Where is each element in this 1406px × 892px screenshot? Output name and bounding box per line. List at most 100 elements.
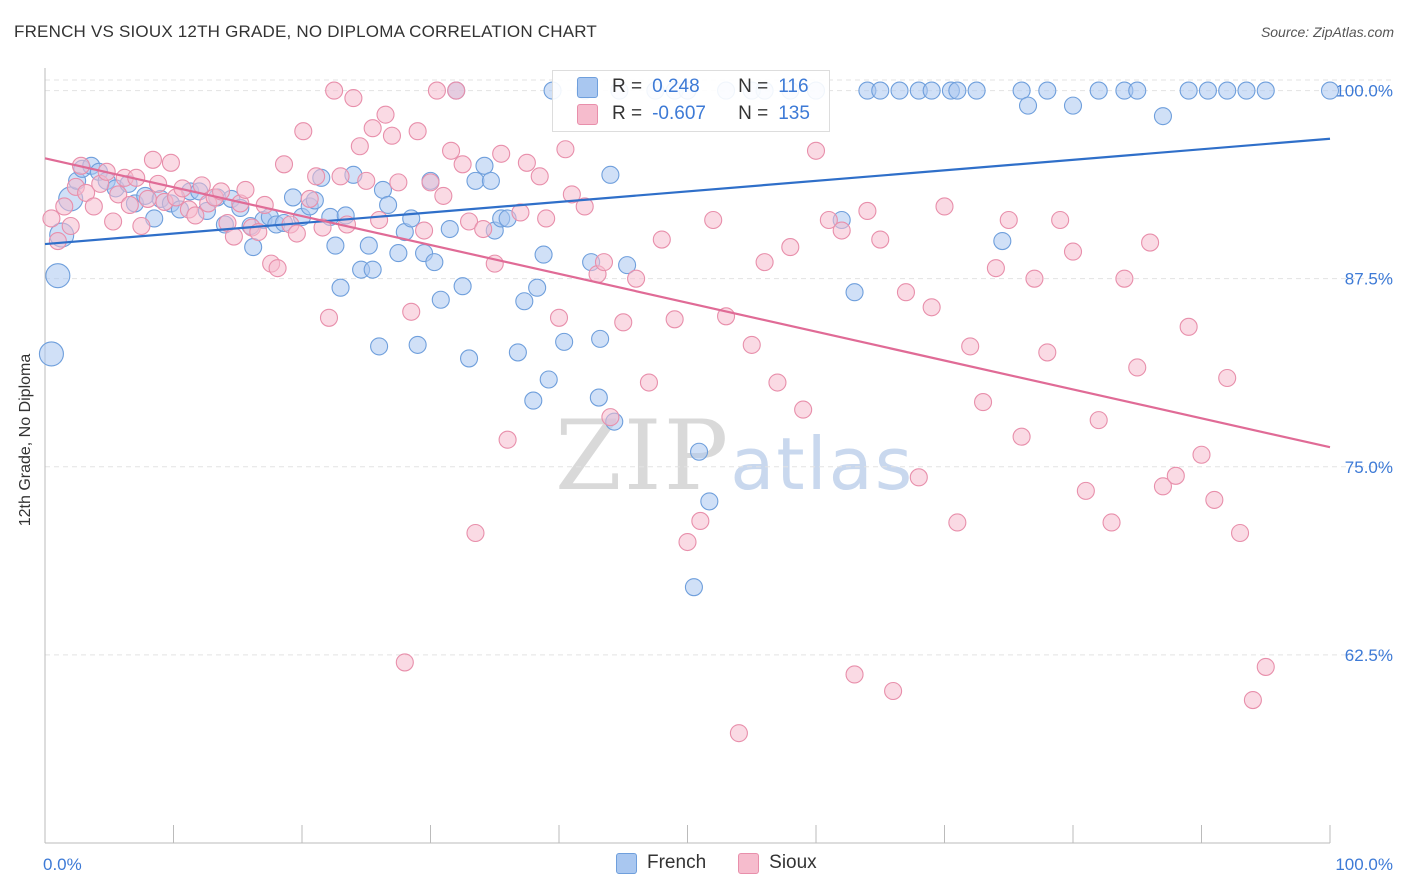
point-sioux (639, 373, 659, 392)
stats-legend: R = 0.248 N = 116 R = -0.607 N = 135 (552, 70, 830, 132)
point-french (1038, 81, 1057, 100)
point-french (481, 171, 500, 190)
series-legend-french-swatch (616, 852, 637, 874)
point-french (1089, 81, 1108, 100)
point-sioux (1025, 269, 1044, 288)
point-french (363, 260, 382, 279)
legend-french-n-label: N = (738, 76, 769, 97)
point-french (534, 245, 553, 264)
trend-line-french (44, 137, 1331, 246)
point-sioux (408, 122, 427, 141)
point-french (1237, 81, 1256, 100)
point-sioux (255, 195, 274, 214)
legend-sioux-r-label: R = (612, 103, 643, 124)
point-sioux (77, 183, 96, 202)
point-sioux (1115, 269, 1134, 288)
chart-source: Source: ZipAtlas.com (1260, 24, 1394, 40)
point-french (948, 81, 967, 100)
point-sioux (601, 408, 620, 427)
point-sioux (331, 167, 350, 186)
point-french (845, 283, 864, 302)
point-french (1153, 107, 1172, 126)
point-sioux (575, 197, 594, 216)
point-french (1179, 81, 1198, 100)
point-sioux (896, 283, 916, 302)
point-sioux (498, 430, 517, 449)
point-sioux (537, 209, 556, 228)
y-tick-label: 100.0% (1335, 82, 1393, 101)
point-sioux (104, 212, 123, 231)
legend-french-r-value: 0.248 (652, 76, 700, 97)
point-sioux (344, 89, 363, 108)
point-sioux (1076, 481, 1095, 500)
point-french (700, 492, 719, 511)
point-sioux (832, 221, 851, 240)
point-sioux (1256, 657, 1275, 676)
point-sioux (742, 335, 761, 354)
point-sioux (594, 253, 614, 272)
point-sioux (84, 197, 103, 216)
point-french (466, 171, 485, 190)
point-sioux (845, 665, 864, 684)
point-sioux (268, 259, 287, 278)
watermark-atlas: atlas (730, 422, 915, 506)
point-sioux (1128, 358, 1147, 377)
point-sioux (300, 189, 319, 208)
point-sioux (370, 210, 389, 230)
point-french (359, 236, 378, 255)
y-tick-label: 75.0% (1345, 458, 1393, 477)
point-sioux (678, 532, 697, 552)
point-sioux (1051, 210, 1070, 230)
point-sioux (1063, 242, 1083, 261)
point-sioux (363, 119, 382, 138)
series-legend-sioux-swatch (738, 852, 760, 874)
point-french (475, 156, 494, 175)
point-sioux (474, 219, 493, 239)
point-sioux (313, 218, 332, 237)
point-sioux (652, 230, 671, 249)
point-sioux (1166, 466, 1185, 485)
point-french (684, 578, 703, 597)
point-french (890, 81, 909, 100)
point-french (690, 442, 709, 461)
point-sioux (935, 197, 954, 216)
y-tick-label: 87.5% (1345, 270, 1393, 289)
point-french (408, 335, 427, 354)
series-legend-sioux[interactable]: Sioux (738, 852, 817, 874)
point-sioux (294, 122, 313, 141)
point-sioux (211, 182, 231, 201)
point-french (38, 341, 64, 367)
point-french (1012, 81, 1031, 100)
point-sioux (274, 155, 294, 174)
point-french (515, 292, 534, 311)
point-sioux (806, 141, 826, 160)
legend-french-n-value: 116 (778, 76, 809, 97)
point-sioux (466, 523, 485, 543)
point-sioux (186, 206, 205, 225)
point-sioux (376, 105, 395, 124)
point-sioux (61, 216, 80, 236)
point-french (1198, 81, 1217, 100)
series-legend-french[interactable]: French (616, 852, 706, 874)
watermark: ZIPatlas (555, 400, 914, 512)
point-sioux (1012, 427, 1031, 446)
point-sioux (395, 653, 414, 672)
legend-sioux-n-value: 135 (778, 103, 810, 124)
point-french (283, 188, 303, 207)
point-sioux (307, 167, 326, 186)
legend-row-french: R = 0.248 N = 116 (577, 75, 809, 99)
point-french (1218, 81, 1237, 100)
point-sioux (1192, 445, 1211, 464)
point-sioux (819, 210, 838, 230)
point-sioux (755, 253, 774, 272)
point-french (539, 370, 558, 389)
point-sioux (511, 203, 530, 222)
point-french (589, 388, 608, 407)
point-sioux (357, 171, 376, 190)
point-sioux (415, 221, 434, 240)
point-sioux (768, 373, 787, 392)
point-sioux (627, 269, 646, 288)
point-french (555, 332, 574, 351)
point-sioux (704, 210, 723, 230)
point-sioux (421, 173, 440, 192)
